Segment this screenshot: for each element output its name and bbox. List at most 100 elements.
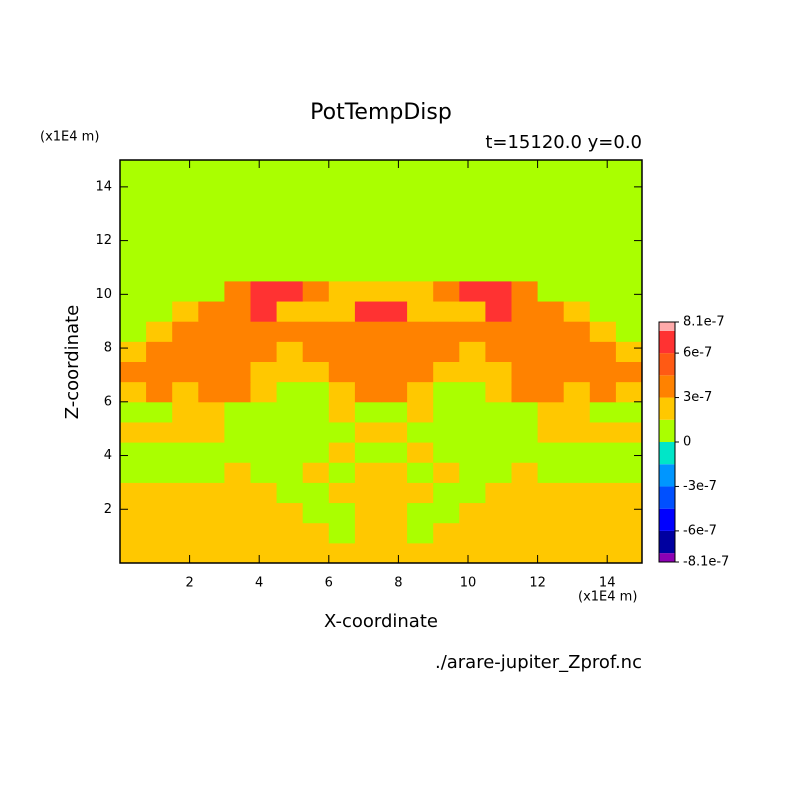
contour-cell xyxy=(615,522,643,544)
contour-cell xyxy=(537,240,565,262)
contour-cell xyxy=(485,341,512,362)
contour-cell xyxy=(433,542,460,564)
contour-cell xyxy=(250,522,278,544)
contour-cell xyxy=(328,542,356,564)
contour-cell xyxy=(537,502,565,524)
contour-cell xyxy=(354,381,382,403)
contour-cell xyxy=(302,280,330,302)
contour-cell xyxy=(198,502,225,524)
contour-cell xyxy=(354,180,382,201)
contour-cell xyxy=(276,421,304,443)
contour-cell xyxy=(224,240,251,262)
contour-cell xyxy=(407,260,434,282)
y-tick-label: 14 xyxy=(95,179,112,194)
contour-cell xyxy=(120,220,147,242)
contour-cell xyxy=(276,522,304,544)
contour-cell xyxy=(381,180,408,201)
contour-cell xyxy=(459,421,486,443)
contour-cell xyxy=(250,502,278,524)
contour-cell xyxy=(120,542,147,564)
contour-cell xyxy=(459,200,486,221)
contour-cell xyxy=(146,381,173,403)
contour-cell xyxy=(250,321,278,342)
contour-cell xyxy=(302,522,330,544)
contour-cell xyxy=(537,341,565,362)
contour-cell xyxy=(146,462,173,483)
contour-cell xyxy=(511,180,539,201)
contour-cell xyxy=(407,482,434,504)
contour-cell xyxy=(485,482,512,504)
x-tick-label: 8 xyxy=(394,576,402,591)
contour-cell xyxy=(407,462,434,483)
contour-cell xyxy=(328,421,356,443)
contour-cell xyxy=(198,381,225,403)
contour-cell xyxy=(328,321,356,342)
colorbar-band xyxy=(659,419,675,442)
contour-cell xyxy=(563,522,591,544)
contour-cell xyxy=(407,200,434,221)
contour-cell xyxy=(198,482,225,504)
contour-cell xyxy=(250,180,278,201)
contour-cell xyxy=(198,160,225,181)
chart-title: PotTempDisp xyxy=(310,100,452,125)
contour-cell xyxy=(328,401,356,423)
contour-cell xyxy=(302,462,330,483)
source-label: ./arare-jupiter_Zprof.nc xyxy=(435,652,642,673)
contour-cell xyxy=(381,160,408,181)
contour-cell xyxy=(459,442,486,463)
contour-cell xyxy=(354,240,382,262)
contour-cell xyxy=(381,220,408,242)
colorbar-tick-label: 8.1e-7 xyxy=(683,315,725,330)
colorbar-band xyxy=(659,353,675,376)
contour-cell xyxy=(146,180,173,201)
y-unit: (x1E4 m) xyxy=(40,130,99,145)
contour-cell xyxy=(276,462,304,483)
contour-cell xyxy=(250,442,278,463)
contour-cell xyxy=(120,240,147,262)
contour-cell xyxy=(146,421,173,443)
contour-cell xyxy=(485,361,512,383)
contour-cell xyxy=(302,240,330,262)
contour-cell xyxy=(172,462,199,483)
contour-cell xyxy=(198,220,225,242)
colorbar-band xyxy=(659,486,675,509)
contour-cell xyxy=(485,442,512,463)
colorbar-tick-label: -8.1e-7 xyxy=(683,555,729,570)
contour-cell xyxy=(354,280,382,302)
contour-cell xyxy=(250,260,278,282)
contour-cell xyxy=(537,462,565,483)
colorbar-band xyxy=(659,464,675,487)
contour-cell xyxy=(172,260,199,282)
contour-field xyxy=(120,160,643,564)
contour-cell xyxy=(511,160,539,181)
contour-cell xyxy=(224,421,251,443)
contour-cell xyxy=(381,361,408,383)
contour-cell xyxy=(407,341,434,362)
contour-cell xyxy=(589,260,617,282)
contour-cell xyxy=(589,160,617,181)
contour-cell xyxy=(198,301,225,322)
contour-cell xyxy=(615,200,643,221)
contour-cell xyxy=(563,341,591,362)
contour-cell xyxy=(146,502,173,524)
contour-cell xyxy=(485,502,512,524)
contour-cell xyxy=(276,341,304,362)
contour-cell xyxy=(354,401,382,423)
contour-cell xyxy=(381,421,408,443)
contour-cell xyxy=(328,361,356,383)
contour-cell xyxy=(354,341,382,362)
contour-cell xyxy=(146,220,173,242)
x-axis-label: X-coordinate xyxy=(324,611,438,632)
contour-cell xyxy=(615,421,643,443)
contour-cell xyxy=(146,522,173,544)
contour-cell xyxy=(433,200,460,221)
x-unit: (x1E4 m) xyxy=(578,590,637,605)
y-axis-label: Z-coordinate xyxy=(62,305,83,420)
contour-cell xyxy=(459,482,486,504)
contour-cell xyxy=(615,301,643,322)
contour-cell xyxy=(120,160,147,181)
contour-cell xyxy=(276,482,304,504)
contour-cell xyxy=(250,341,278,362)
contour-cell xyxy=(537,321,565,342)
contour-cell xyxy=(433,301,460,322)
